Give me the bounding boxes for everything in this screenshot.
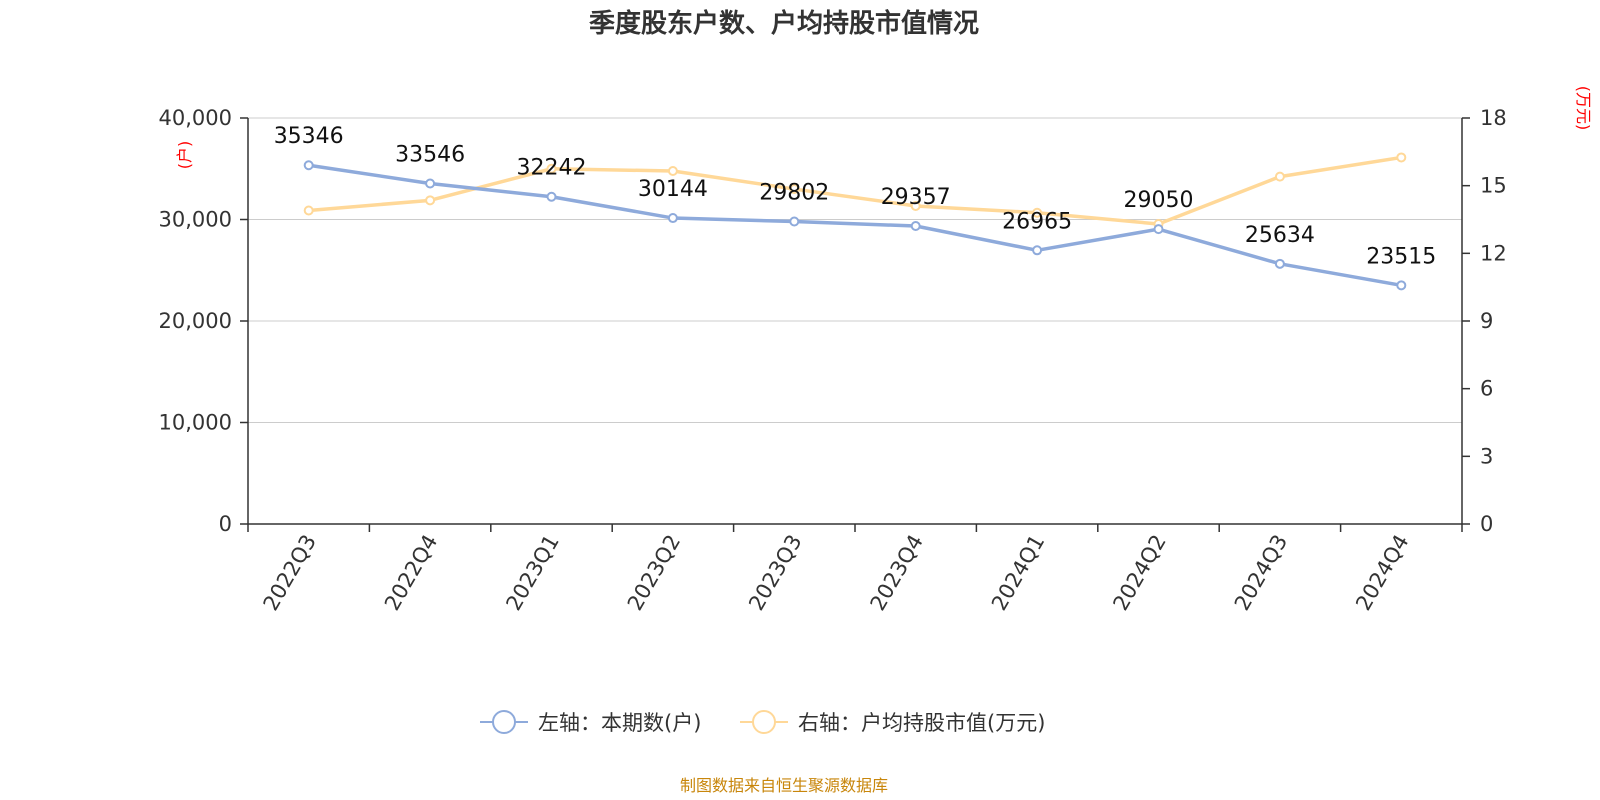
avg-holding-value-point xyxy=(425,195,436,206)
source-note: 制图数据来自恒生聚源数据库 xyxy=(680,776,888,795)
x-tick-label: 2023Q4 xyxy=(866,531,928,615)
x-tick-label: 2024Q4 xyxy=(1351,531,1413,615)
x-tick-label: 2022Q4 xyxy=(380,531,442,615)
data-label: 29357 xyxy=(881,185,951,210)
legend-label: 左轴：本期数(户) xyxy=(538,711,701,735)
avg-holding-value-point xyxy=(1032,207,1043,218)
y-left-tick-label: 20,000 xyxy=(159,309,232,333)
y-left-label: (户) xyxy=(175,141,194,170)
x-tick-label: 2024Q1 xyxy=(987,531,1049,615)
data-label: 23515 xyxy=(1366,244,1436,269)
data-label: 35346 xyxy=(274,124,344,149)
shareholder-count-point xyxy=(303,160,314,171)
x-tick-label: 2024Q3 xyxy=(1230,531,1292,615)
y-right-tick-label: 12 xyxy=(1480,241,1507,265)
y-right-tick-label: 0 xyxy=(1480,512,1493,536)
avg-holding-value-point xyxy=(303,205,314,216)
data-label: 29050 xyxy=(1124,188,1194,213)
avg-holding-value-point xyxy=(1396,152,1407,163)
legend-swatch-marker xyxy=(492,710,516,734)
legend-item-right[interactable]: 右轴：户均持股市值(万元) xyxy=(740,710,1045,735)
data-label: 32242 xyxy=(517,156,587,181)
x-tick-label: 2022Q3 xyxy=(259,531,321,615)
shareholder-count-point xyxy=(546,191,557,202)
shareholder-count-point xyxy=(910,221,921,232)
y-right-tick-label: 3 xyxy=(1480,444,1493,468)
grid-lines xyxy=(248,117,1462,423)
series-group: 35346 33546 32242 30144 29802 29357 26965 29050… xyxy=(274,124,1436,291)
chart-title: 季度股东户数、户均持股市值情况 xyxy=(589,8,979,39)
legend[interactable]: 左轴：本期数(户) 右轴：户均持股市值(万元) xyxy=(480,710,1045,735)
x-tick-label: 2023Q3 xyxy=(744,531,806,615)
axes: 0 10,000 20,000 30,000 40,000 0 3 6 9 12 15 18 2022Q… xyxy=(159,106,1507,615)
data-label: 25634 xyxy=(1245,223,1315,248)
avg-holding-value-point xyxy=(1274,171,1285,182)
avg-holding-value-point xyxy=(546,163,557,174)
y-left-tick-label: 0 xyxy=(219,512,232,536)
shareholder-count-point xyxy=(1274,258,1285,269)
avg-holding-value-point xyxy=(910,200,921,211)
data-label: 33546 xyxy=(395,143,465,168)
x-tick-label: 2023Q2 xyxy=(623,531,685,615)
shareholder-count-point xyxy=(667,213,678,224)
y-left-tick-label: 10,000 xyxy=(159,411,232,435)
data-label: 29802 xyxy=(759,181,829,206)
data-label: 26965 xyxy=(1002,209,1072,234)
y-left-tick-label: 30,000 xyxy=(159,208,232,232)
avg-holding-value-point xyxy=(667,166,678,177)
legend-item-left[interactable]: 左轴：本期数(户) xyxy=(480,710,701,735)
y-right-tick-label: 15 xyxy=(1480,174,1507,198)
avg-holding-value-line xyxy=(308,155,1402,226)
y-left-tick-label: 40,000 xyxy=(159,106,232,130)
data-label: 30144 xyxy=(638,177,708,202)
legend-label: 右轴：户均持股市值(万元) xyxy=(798,711,1045,735)
shareholder-count-point xyxy=(1032,245,1043,256)
shareholder-count-point xyxy=(425,178,436,189)
shareholder-count-point xyxy=(1396,280,1407,291)
shareholder-count-point xyxy=(1153,224,1164,235)
y-right-tick-label: 18 xyxy=(1480,106,1507,130)
x-tick-label: 2023Q1 xyxy=(501,531,563,615)
avg-holding-value-point xyxy=(789,184,800,195)
shareholder-count-line xyxy=(308,163,1402,288)
y-right-label: (万元) xyxy=(1574,86,1593,131)
y-right-tick-label: 6 xyxy=(1480,377,1493,401)
x-tick-label: 2024Q2 xyxy=(1108,531,1170,615)
legend-swatch-marker xyxy=(752,710,776,734)
y-right-tick-label: 9 xyxy=(1480,309,1493,333)
shareholder-count-point xyxy=(789,216,800,227)
